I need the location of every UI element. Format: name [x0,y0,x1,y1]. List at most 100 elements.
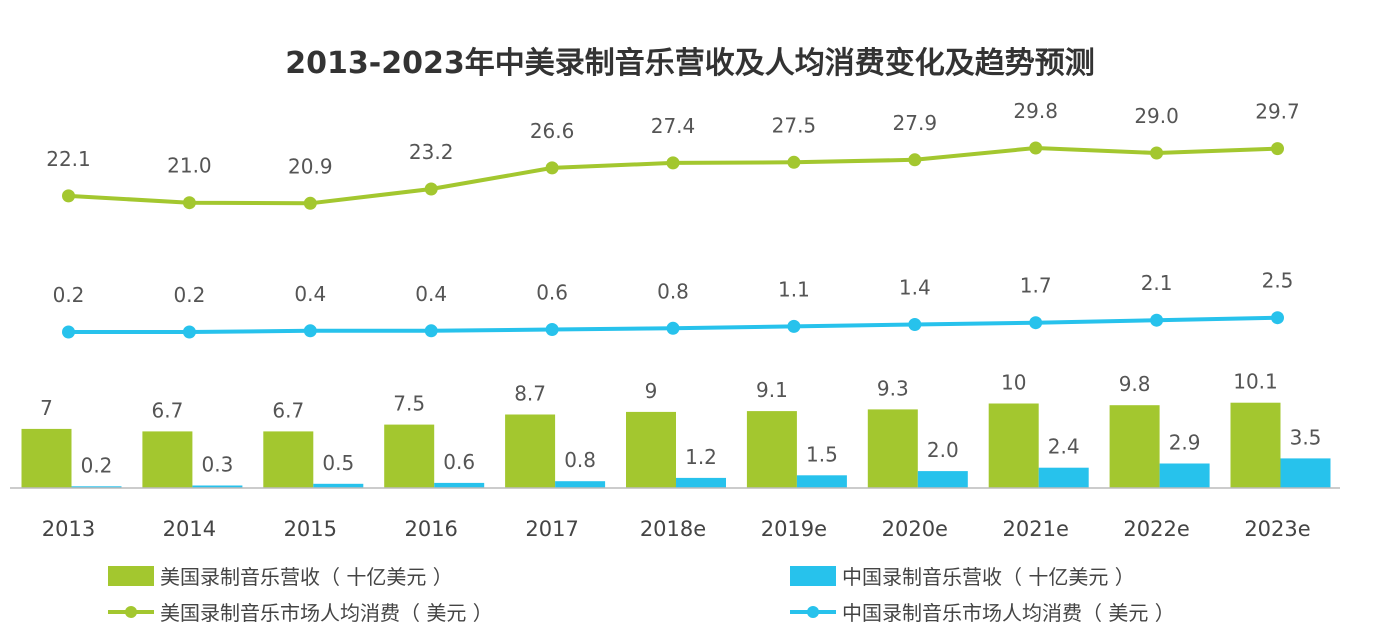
point-label-cn-2023e: 2.5 [1262,269,1294,293]
bar-label-us-2018e: 9 [645,379,658,403]
bar-label-cn-2020e: 2.0 [927,438,959,462]
bar-cn-2013 [71,486,122,488]
point-label-cn-2016: 0.4 [415,282,447,306]
point-label-us-2017: 26.6 [530,119,575,143]
bar-label-cn-2022e: 2.9 [1169,431,1201,455]
x-tick-label-2019e: 2019e [761,517,827,541]
point-label-cn-2014: 0.2 [173,283,205,307]
bar-label-cn-2021e: 2.4 [1048,435,1080,459]
x-tick-label-2017: 2017 [525,517,578,541]
bar-label-cn-2015: 0.5 [322,451,354,475]
point-cn-2020e [908,318,922,331]
bars-layer: 7 6.7 6.7 7.5 8.7 9 9.1 9.3 10 9.8 10.1 0.2 0.3 0.5 0.… [21,370,1331,488]
bar-label-cn-2013: 0.2 [81,453,113,477]
point-label-us-2021e: 29.8 [1013,99,1058,123]
bar-label-us-2020e: 9.3 [877,376,909,400]
point-label-us-2013: 22.1 [46,147,91,171]
point-cn-2019e [787,319,801,333]
point-cn-2016 [424,324,438,338]
legend: 美国录制音乐营收（ 十亿美元 ） 中国录制音乐营收（ 十亿美元 ） 美国录制音乐… [108,565,1175,625]
bar-cn-2020e [917,471,968,488]
point-us-2019e [787,155,801,169]
bar-us-2018e [626,411,676,488]
point-label-us-2023e: 29.7 [1255,100,1300,124]
line-us-spend [68,146,1278,206]
axis-layer: 2013 2014 2015 2016 2017 2018e 2019e 2020e 2021e… [10,487,1340,541]
point-label-cn-2015: 0.4 [294,282,326,306]
point-us-2021e [1029,141,1043,155]
point-us-2020e [908,153,922,167]
x-tick-label-2018e: 2018e [640,517,706,541]
legend-dot-us-spend [125,606,137,618]
bar-label-us-2021e: 10 [1001,371,1026,395]
bar-cn-2019e [796,475,847,488]
point-us-2017 [545,161,559,175]
bar-label-us-2022e: 9.8 [1119,372,1151,396]
x-tick-label-2016: 2016 [404,517,457,541]
lines-layer: 22.1 21.0 20.9 23.2 26.6 27.4 27.5 27.9 29.8 29.0… [46,99,1300,339]
bar-us-2022e [1109,405,1160,488]
bar-cn-2022e [1159,463,1210,488]
point-cn-2023e [1271,311,1284,325]
point-label-cn-2017: 0.6 [536,281,568,305]
bar-label-us-2023e: 10.1 [1233,370,1278,394]
point-label-us-2022e: 29.0 [1134,104,1179,128]
bar-us-2019e [746,411,797,488]
point-us-2023e [1271,142,1284,156]
legend-label-us-revenue: 美国录制音乐营收（ 十亿美元 ） [160,565,453,589]
point-label-cn-2018e: 0.8 [657,279,689,303]
point-cn-2021e [1029,316,1043,330]
x-tick-label-2020e: 2020e [882,517,948,541]
bar-cn-2014 [192,485,243,488]
bar-us-2021e [988,403,1039,488]
point-label-us-2015: 20.9 [288,154,333,178]
bar-label-us-2017: 8.7 [514,382,546,406]
legend-label-us-spend: 美国录制音乐市场人均消费（ 美元 ） [160,601,493,625]
point-us-2015 [303,196,317,210]
bar-cn-2015 [313,483,364,488]
bar-us-2020e [867,409,918,488]
bar-cn-2021e [1038,467,1089,488]
bar-us-2017 [505,414,556,488]
point-cn-2014 [182,325,196,339]
point-label-us-2019e: 27.5 [772,113,817,137]
bar-label-cn-2017: 0.8 [564,448,596,472]
point-us-2013 [62,189,75,203]
legend-swatch-cn-revenue [790,566,836,586]
x-tick-label-2013: 2013 [42,517,95,541]
bar-us-2016 [384,424,435,488]
point-label-cn-2020e: 1.4 [899,276,931,300]
point-cn-2018e [666,321,680,335]
bar-label-us-2019e: 9.1 [756,378,788,402]
point-us-2014 [182,196,196,210]
point-us-2018e [666,156,680,170]
point-label-cn-2019e: 1.1 [778,277,810,301]
bar-us-2014 [142,431,193,488]
bar-label-cn-2014: 0.3 [201,453,233,477]
bar-label-us-2015: 6.7 [272,398,304,422]
point-label-us-2020e: 27.9 [893,111,938,135]
point-cn-2013 [62,325,75,339]
bar-label-cn-2018e: 1.2 [685,445,717,469]
legend-label-cn-spend: 中国录制音乐市场人均消费（ 美元 ） [842,601,1175,625]
x-tick-label-2014: 2014 [163,517,216,541]
x-tick-label-2021e: 2021e [1003,517,1069,541]
bar-cn-2017 [555,481,606,488]
legend-label-cn-revenue: 中国录制音乐营收（ 十亿美元 ） [842,565,1135,589]
x-tick-label-2015: 2015 [284,517,337,541]
x-tick-label-2023e: 2023e [1244,517,1310,541]
point-label-cn-2022e: 2.1 [1141,271,1173,295]
bar-cn-2023e [1280,458,1331,488]
point-cn-2015 [303,324,317,338]
bar-label-us-2014: 6.7 [151,398,183,422]
bar-label-us-2013: 7 [40,396,53,420]
bar-us-2015 [263,431,314,488]
point-cn-2017 [545,323,559,336]
point-cn-2022e [1150,313,1164,327]
legend-dot-cn-spend [807,606,819,618]
bar-label-cn-2023e: 3.5 [1290,425,1322,449]
point-us-2022e [1150,146,1164,160]
bar-us-2023e [1230,402,1281,488]
point-label-us-2016: 23.2 [409,140,454,164]
